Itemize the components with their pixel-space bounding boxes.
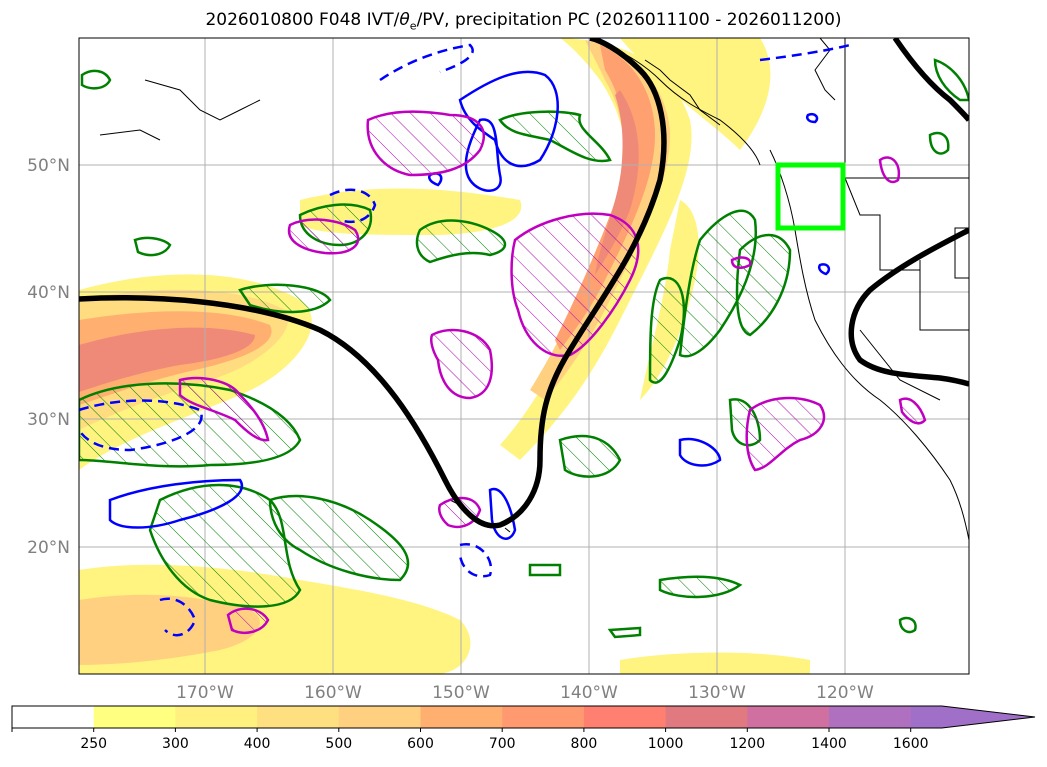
map-area [79, 38, 969, 674]
colorbar-segment [829, 706, 912, 728]
colorbar-level-label: 400 [244, 736, 271, 752]
colorbar-segment [583, 706, 667, 728]
colorbar-level-label: 700 [489, 736, 516, 752]
title-theta-subscript: e [409, 19, 417, 33]
lat-label-20n: 20°N [27, 538, 70, 558]
colorbar-segment [502, 706, 585, 728]
colorbar-level-label: 300 [162, 736, 189, 752]
colorbar: 250 300 400 500 600 700 800 1000 1200 1400 1600 [11, 705, 1036, 752]
colorbar-level-label: 800 [571, 736, 598, 752]
colorbar-segment [257, 706, 340, 728]
lon-label-130w: 130°W [688, 683, 746, 703]
map-frame [78, 37, 970, 675]
plot-title: 2026010800 F048 IVT/θe/PV, precipitation… [0, 10, 1047, 32]
lat-label-30n: 30°N [27, 410, 70, 430]
lon-label-170w: 170°W [176, 683, 234, 703]
lon-label-160w: 160°W [304, 683, 362, 703]
colorbar-level-label: 600 [407, 736, 434, 752]
target-region-box [775, 162, 846, 231]
colorbar-outline [11, 705, 1036, 729]
lon-label-140w: 140°W [560, 683, 618, 703]
colorbar-segment [420, 706, 503, 728]
lon-label-150w: 150°W [432, 683, 490, 703]
title-theta: θ [399, 10, 410, 30]
colorbar-level-label: 1400 [811, 736, 847, 752]
lat-labels: 50°N 40°N 30°N 20°N [27, 156, 70, 558]
lon-labels: 170°W 160°W 150°W 140°W 130°W 120°W [176, 683, 874, 703]
colorbar-level-label: 1000 [648, 736, 684, 752]
colorbar-level-label: 1200 [729, 736, 765, 752]
title-suffix: /PV, precipitation PC (2026011100 - 2026… [416, 10, 842, 30]
colorbar-segment [93, 706, 176, 728]
colorbar-level-label: 250 [80, 736, 107, 752]
colorbar-level-label: 500 [325, 736, 352, 752]
pv-contours [178, 110, 927, 634]
colorbar-segment [747, 706, 830, 728]
theta-e-contour [79, 38, 969, 529]
lat-label-50n: 50°N [27, 156, 70, 176]
colorbar-level-label: 1600 [893, 736, 929, 752]
negative-anomaly-contours [79, 43, 851, 637]
colorbar-segment [665, 706, 748, 728]
colorbar-segment [338, 706, 421, 728]
title-prefix: 2026010800 F048 IVT/ [205, 10, 400, 30]
lon-label-120w: 120°W [816, 683, 874, 703]
colorbar-segment [12, 706, 95, 728]
colorbar-segment [175, 706, 258, 728]
lat-label-40n: 40°N [27, 283, 70, 303]
colorbar-extend-arrow [910, 706, 1035, 728]
